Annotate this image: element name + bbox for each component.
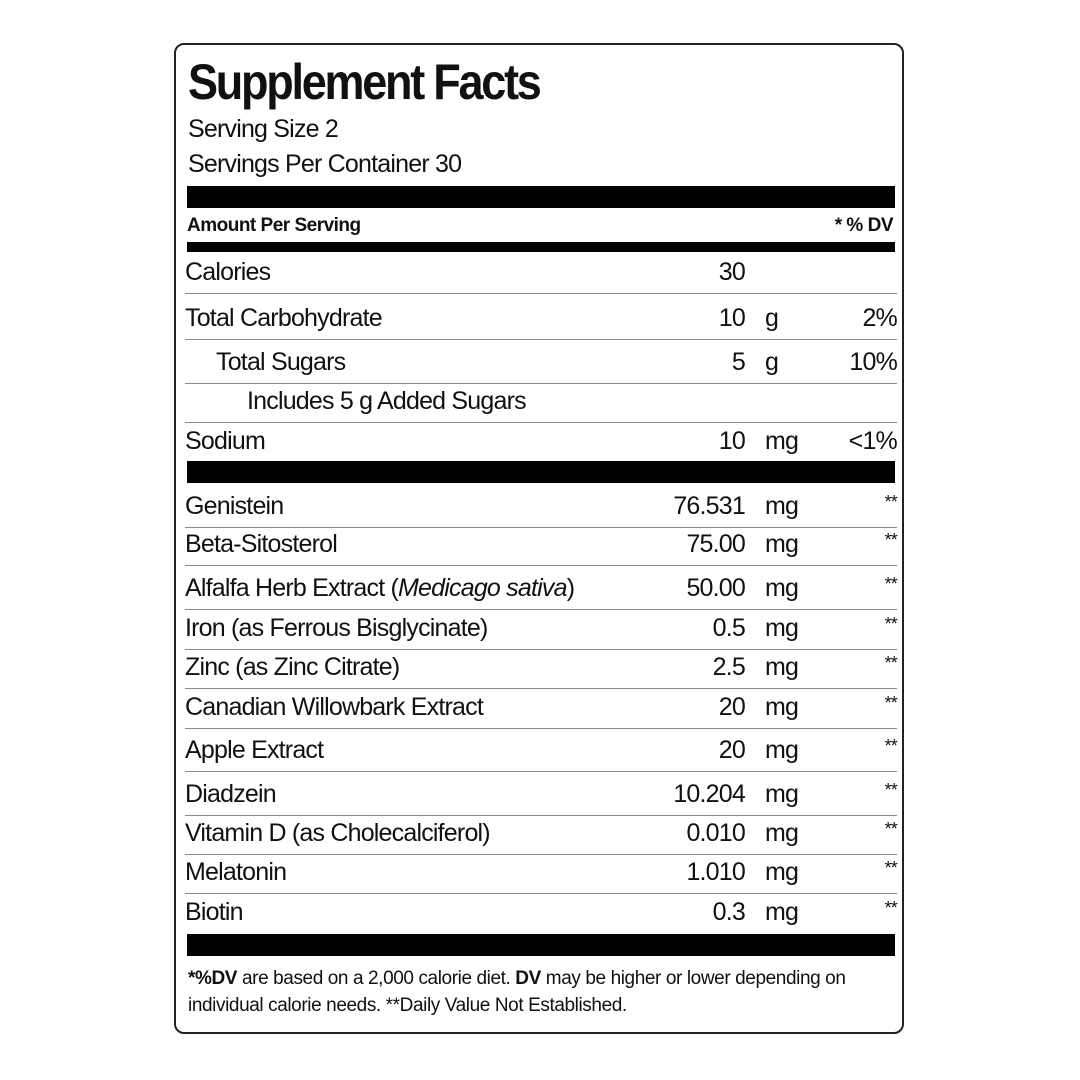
- ingredient-unit: mg: [765, 530, 799, 558]
- supplement-facts-panel: Supplement Facts Serving Size 2 Servings…: [174, 43, 904, 1034]
- nutrient-dv: 2%: [862, 304, 897, 332]
- footnote-text: may be higher or lower depending on indi…: [188, 968, 846, 1016]
- ingredient-unit: mg: [765, 819, 799, 847]
- ingredient-unit: mg: [765, 653, 799, 681]
- thick-divider: [187, 242, 895, 252]
- nutrient-amount: 30: [718, 258, 746, 286]
- ingredient-row: Iron (as Ferrous Bisglycinate) 0.5 mg **: [185, 609, 898, 650]
- ingredient-name: Canadian Willowbark Extract: [185, 693, 484, 721]
- nutrient-name: Includes 5 g Added Sugars: [247, 387, 527, 415]
- nutrient-amount: 5: [731, 348, 746, 376]
- nutrient-name: Calories: [185, 258, 271, 286]
- ingredient-row: Apple Extract 20 mg **: [185, 728, 898, 772]
- nutrient-row: Total Carbohydrate 10 g 2%: [185, 293, 898, 340]
- ingredient-name: Melatonin: [185, 858, 287, 886]
- panel-title: Supplement Facts: [188, 54, 542, 110]
- ingredient-amount: 1.010: [686, 858, 745, 886]
- ingredient-amount: 20: [718, 693, 746, 721]
- nutrient-unit: g: [765, 304, 779, 332]
- ingredient-name: Genistein: [185, 492, 284, 520]
- ingredient-unit: mg: [765, 736, 799, 764]
- nutrient-dv: 10%: [849, 348, 897, 376]
- ingredient-dv: **: [884, 653, 898, 673]
- nutrient-name: Total Carbohydrate: [185, 304, 383, 332]
- ingredient-unit: mg: [765, 492, 799, 520]
- nutrient-unit: mg: [765, 427, 799, 455]
- nutrient-unit: g: [765, 348, 779, 376]
- ingredient-name: Apple Extract: [185, 736, 324, 764]
- footnote-text: are based on a 2,000 calorie diet.: [237, 968, 516, 989]
- ingredient-name: Diadzein: [185, 780, 277, 808]
- ingredient-name: Alfalfa Herb Extract (Medicago sativa): [185, 574, 575, 602]
- ingredient-row: Diadzein 10.204 mg **: [185, 771, 898, 816]
- ingredient-row: Vitamin D (as Cholecalciferol) 0.010 mg **: [185, 815, 898, 855]
- nutrient-name: Sodium: [185, 427, 266, 455]
- ingredient-dv: **: [884, 858, 898, 878]
- nutrient-row: Includes 5 g Added Sugars: [185, 383, 897, 423]
- nutrient-amount: 10: [718, 304, 746, 332]
- ingredient-row: Biotin 0.3 mg **: [185, 893, 898, 933]
- ingredient-unit: mg: [765, 614, 799, 642]
- ingredient-unit: mg: [765, 693, 799, 721]
- ingredient-name: Zinc (as Zinc Citrate): [185, 653, 400, 681]
- scientific-name: Medicago sativa: [398, 574, 567, 602]
- ingredient-unit: mg: [765, 858, 799, 886]
- ingredient-name: Beta-Sitosterol: [185, 530, 338, 558]
- ingredient-unit: mg: [765, 574, 799, 602]
- footnote-dv-bold: *%DV: [188, 968, 238, 989]
- nutrient-row: Total Sugars 5 g 10%: [185, 339, 898, 384]
- ingredient-row: Genistein 76.531 mg **: [185, 489, 898, 528]
- thick-divider: [187, 934, 895, 956]
- ingredient-dv: **: [884, 898, 898, 918]
- ingredient-unit: mg: [765, 780, 799, 808]
- ingredient-dv: **: [884, 492, 898, 512]
- thick-divider: [187, 186, 895, 208]
- ingredient-dv: **: [884, 736, 898, 756]
- footnote: *%DV are based on a 2,000 calorie diet. …: [188, 965, 882, 1019]
- ingredient-amount: 75.00: [686, 530, 745, 558]
- ingredient-amount: 20: [718, 736, 746, 764]
- ingredient-row: Zinc (as Zinc Citrate) 2.5 mg **: [185, 649, 898, 689]
- ingredient-row: Canadian Willowbark Extract 20 mg **: [185, 688, 898, 729]
- ingredient-amount: 10.204: [673, 780, 745, 808]
- thick-divider: [187, 461, 895, 483]
- ingredient-row: Beta-Sitosterol 75.00 mg **: [185, 527, 898, 566]
- nutrient-dv: <1%: [848, 427, 898, 455]
- ingredient-name: Iron (as Ferrous Bisglycinate): [185, 614, 488, 642]
- nutrient-name: Total Sugars: [216, 348, 346, 376]
- serving-size: Serving Size 2: [188, 115, 339, 143]
- ingredient-dv: **: [884, 693, 898, 713]
- ingredient-amount: 76.531: [673, 492, 745, 520]
- ingredient-amount: 0.010: [686, 819, 745, 847]
- ingredient-row: Melatonin 1.010 mg **: [185, 854, 898, 894]
- footnote-dv-bold: DV: [515, 968, 541, 989]
- ingredient-row: Alfalfa Herb Extract (Medicago sativa) 50…: [185, 565, 898, 610]
- ingredient-dv: **: [884, 819, 898, 839]
- ingredient-amount: 2.5: [712, 653, 746, 681]
- ingredient-amount: 0.3: [712, 898, 746, 926]
- ingredient-amount: 0.5: [712, 614, 746, 642]
- nutrient-amount: 10: [718, 427, 746, 455]
- dv-label: * % DV: [834, 215, 894, 236]
- ingredient-dv: **: [884, 530, 898, 550]
- ingredient-name: Biotin: [185, 898, 244, 926]
- nutrient-row: Calories 30: [185, 257, 897, 294]
- ingredient-dv: **: [884, 614, 898, 634]
- ingredient-unit: mg: [765, 898, 799, 926]
- servings-per-container: Servings Per Container 30: [188, 150, 462, 178]
- amount-per-serving-label: Amount Per Serving: [187, 215, 361, 236]
- nutrient-row: Sodium 10 mg <1%: [185, 422, 898, 462]
- ingredient-amount: 50.00: [686, 574, 745, 602]
- column-header: Amount Per Serving * % DV: [187, 215, 894, 237]
- ingredient-name: Vitamin D (as Cholecalciferol): [185, 819, 491, 847]
- ingredient-dv: **: [884, 780, 898, 800]
- ingredient-dv: **: [884, 574, 898, 594]
